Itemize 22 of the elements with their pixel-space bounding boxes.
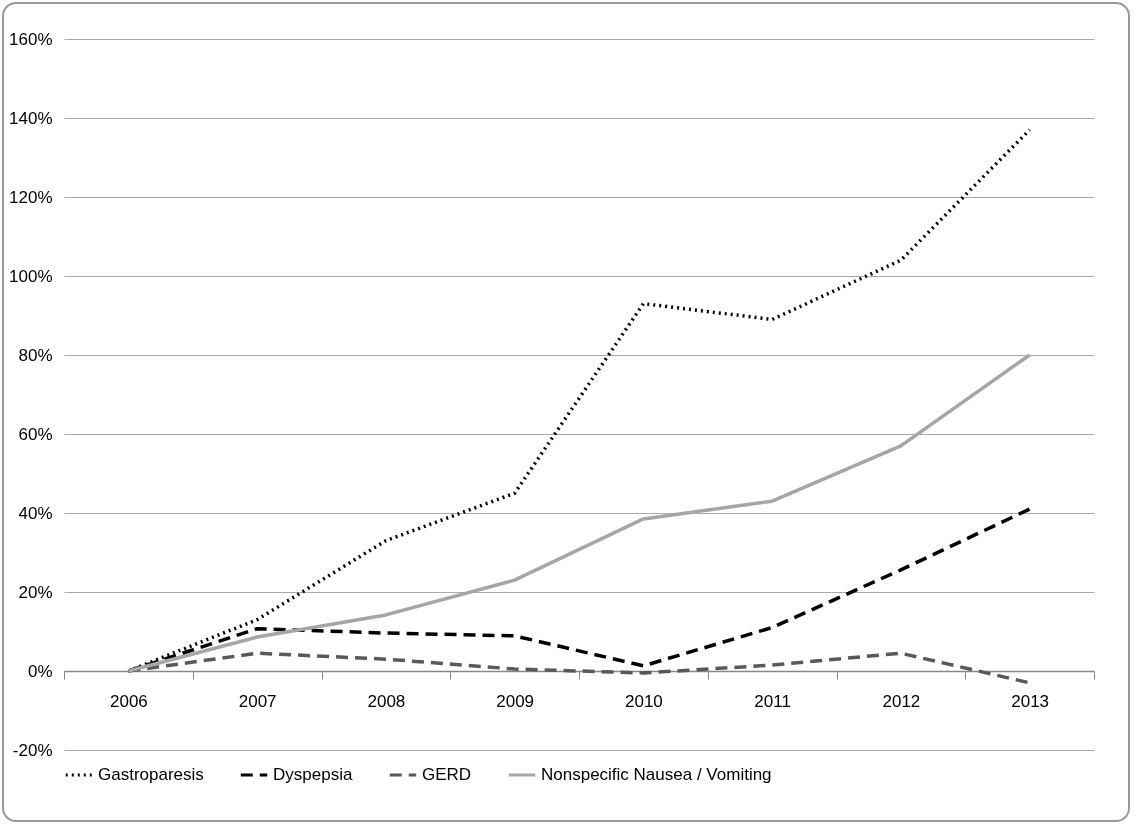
y-tick-label: -20%: [12, 740, 53, 760]
legend-label: Gastroparesis: [98, 765, 204, 784]
x-tick-label: 2006: [109, 691, 148, 711]
y-tick-label: 60%: [18, 424, 53, 444]
x-tick-label: 2009: [496, 691, 535, 711]
y-tick-label: 0%: [27, 661, 53, 681]
legend-label: Nonspecific Nausea / Vomiting: [541, 765, 772, 784]
x-tick-label: 2012: [882, 691, 921, 711]
x-tick-label: 2008: [367, 691, 406, 711]
x-tick-label: 2013: [1011, 691, 1050, 711]
x-tick-label: 2011: [754, 691, 791, 711]
legend-label: GERD: [422, 765, 472, 784]
legend-label: Dyspepsia: [273, 765, 353, 784]
y-tick-label: 40%: [18, 503, 53, 523]
y-tick-label: 80%: [18, 345, 53, 365]
y-tick-label: 100%: [9, 266, 53, 286]
y-tick-label: 120%: [9, 187, 53, 207]
y-tick-label: 20%: [18, 582, 53, 602]
x-tick-label: 2007: [238, 691, 277, 711]
y-tick-label: 140%: [9, 108, 53, 128]
x-tick-label: 2010: [624, 691, 663, 711]
y-tick-label: 160%: [9, 29, 53, 49]
